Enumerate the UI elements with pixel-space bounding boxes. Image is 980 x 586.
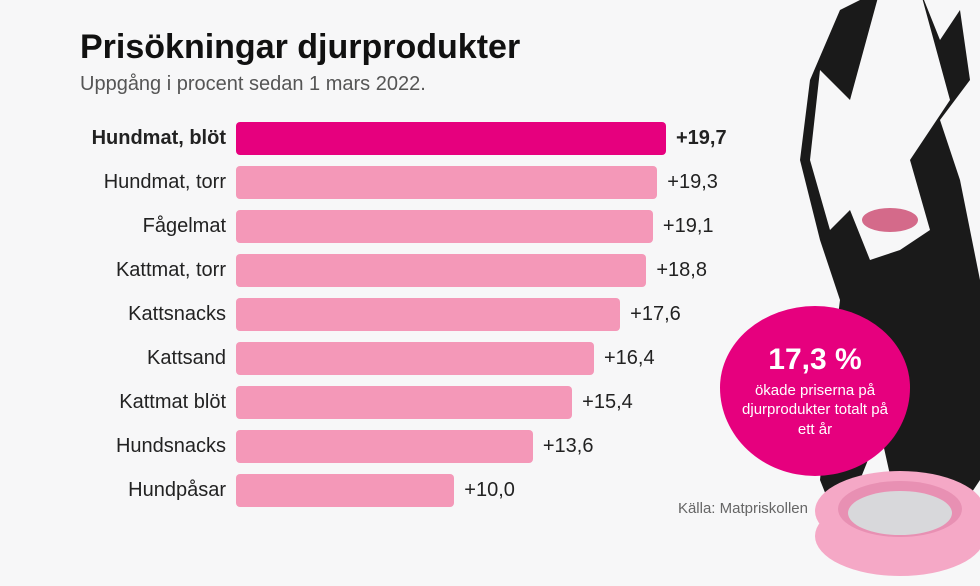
bowl-illustration [810, 441, 980, 581]
row-label: Kattsnacks [80, 303, 236, 326]
chart-row: Kattmat, torr +18,8 [80, 254, 980, 287]
chart-title: Prisökningar djurprodukter [80, 28, 980, 67]
row-label: Hundsnacks [80, 435, 236, 458]
badge-caption: ökade priserna på djurprodukter totalt p… [738, 381, 892, 440]
bar [236, 254, 646, 287]
row-label: Hundmat, blöt [80, 127, 236, 150]
row-value: +19,1 [663, 215, 714, 238]
chart-row: Hundmat, blöt +19,7 [80, 122, 980, 155]
row-value: +19,3 [667, 171, 718, 194]
row-label: Kattmat blöt [80, 391, 236, 414]
bar [236, 298, 620, 331]
row-value: +16,4 [604, 347, 655, 370]
bar [236, 430, 533, 463]
badge-percentage: 17,3 % [768, 343, 861, 377]
row-label: Hundmat, torr [80, 171, 236, 194]
row-value: +19,7 [676, 127, 727, 150]
row-value: +18,8 [656, 259, 707, 282]
row-value: +15,4 [582, 391, 633, 414]
row-value: +17,6 [630, 303, 681, 326]
row-label: Hundpåsar [80, 479, 236, 502]
bar [236, 122, 666, 155]
bar [236, 210, 653, 243]
row-label: Kattsand [80, 347, 236, 370]
row-value: +13,6 [543, 435, 594, 458]
bar [236, 386, 572, 419]
chart-row: Fågelmat +19,1 [80, 210, 980, 243]
chart-subtitle: Uppgång i procent sedan 1 mars 2022. [80, 73, 980, 96]
source-text: Källa: Matpriskollen [678, 500, 808, 517]
chart-row: Hundmat, torr +19,3 [80, 166, 980, 199]
bar [236, 474, 454, 507]
row-value: +10,0 [464, 479, 515, 502]
bar [236, 166, 657, 199]
row-label: Fågelmat [80, 215, 236, 238]
row-label: Kattmat, torr [80, 259, 236, 282]
bar [236, 342, 594, 375]
